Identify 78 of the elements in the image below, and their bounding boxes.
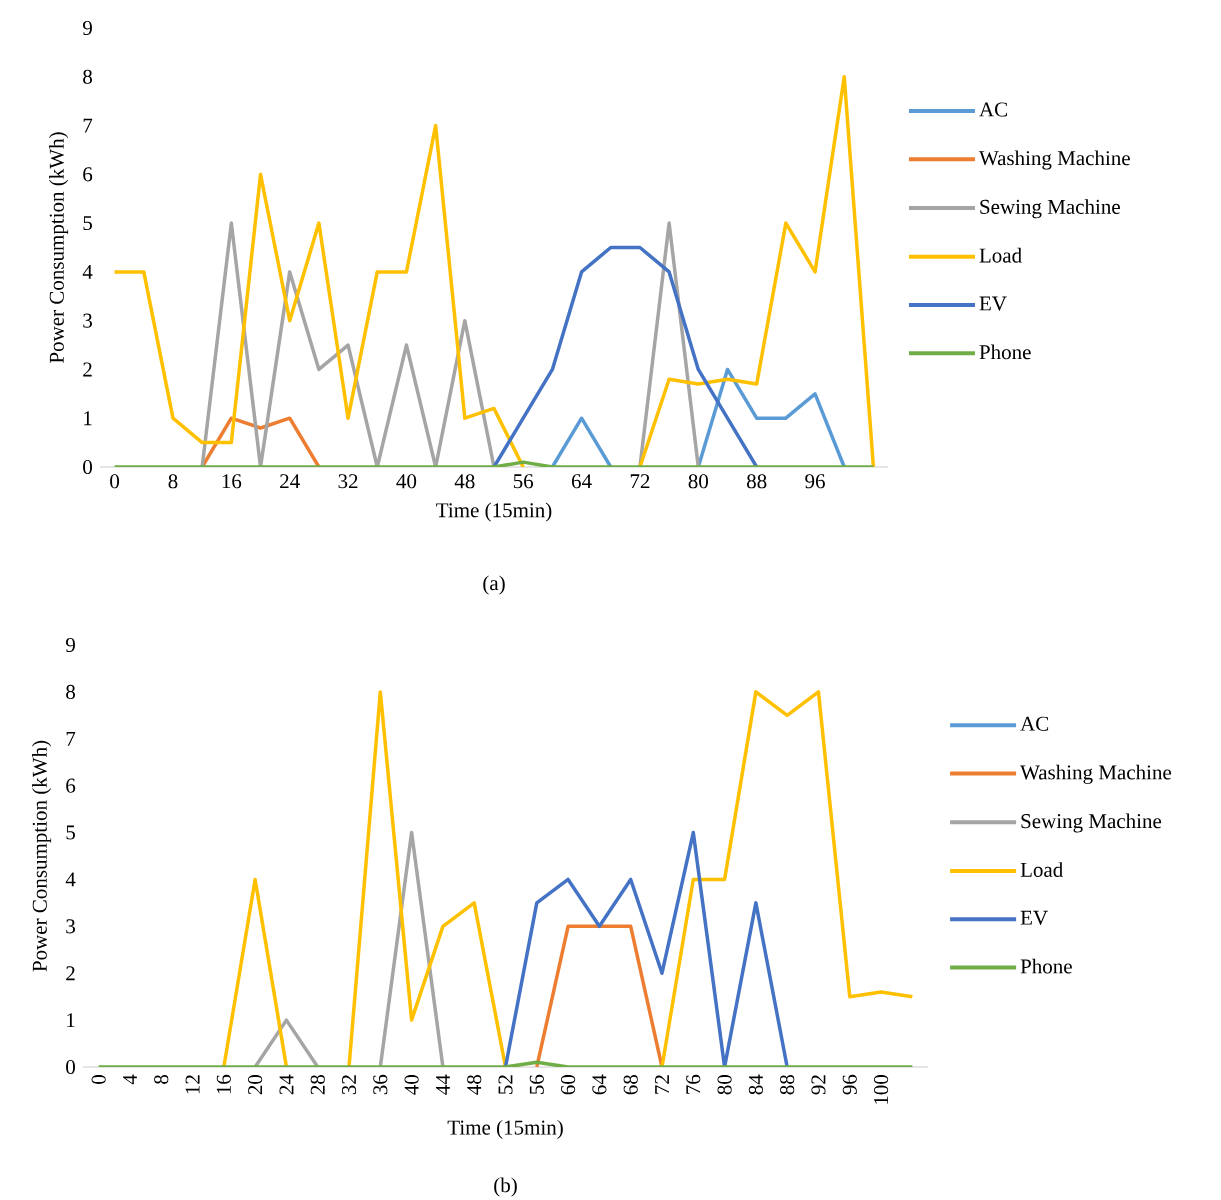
x-tick-label: 44 [435,1074,450,1095]
x-tick-label: 28 [310,1075,325,1095]
y-tick-label: 2 [66,966,75,981]
x-tick-label: 16 [216,1074,231,1094]
legend-label: Sewing Machine [1021,813,1162,833]
legend-label: Phone [979,344,1031,360]
legend-label: Load [979,247,1022,263]
x-tick-label: 40 [404,1075,419,1095]
y-tick-label: 4 [65,872,76,887]
x-tick-label: 16 [222,474,242,489]
legend-label: EV [1020,910,1048,925]
text: (a) [483,575,505,595]
legend-label: Load [1020,862,1063,877]
x-tick-label: 0 [91,1075,106,1084]
x-tick-label: 36 [373,1074,388,1095]
y-tick-label: 6 [66,778,76,793]
y-tick-label: 8 [66,684,75,699]
x-tick-label: 52 [498,1075,513,1094]
y-tick-label: 9 [65,637,75,653]
x-tick-label: 32 [341,1075,357,1095]
y-tick-label: 8 [83,69,93,84]
x-tick-label: 68 [623,1075,638,1095]
x-tick-label: 64 [571,474,592,489]
x-tick-label: 56 [529,1074,544,1094]
legend-label: AC [1020,716,1049,731]
text: (b) [494,1177,517,1197]
line-series [492,245,759,467]
x-tick-label: 24 [280,474,300,489]
x-tick-label: 84 [748,1074,763,1095]
x-tick-label: 80 [688,474,709,489]
y-tick-label: 5 [66,825,75,840]
x-tick-label: 12 [185,1075,200,1094]
x-axis-title: Time (15min) [436,502,552,522]
x-tick-label: 4 [123,1074,137,1085]
x-tick-label: 8 [168,474,178,489]
y-tick-label: 0 [83,459,93,475]
x-tick-label: 8 [154,1075,169,1084]
line-series [503,830,789,1067]
y-tick-label: 3 [66,919,75,934]
x-tick-label: 48 [467,1075,482,1095]
y-tick-label: 5 [83,216,92,231]
x-tick-label: 72 [655,1075,669,1094]
x-tick-label: 88 [780,1075,795,1095]
x-axis-title: Time (15min) [447,1119,563,1139]
y-tick-label: 1 [84,411,92,426]
x-tick-label: 92 [811,1075,826,1095]
x-tick-label: 40 [396,474,417,489]
x-tick-label: 100 [873,1075,889,1104]
legend-label: Sewing Machine [980,199,1120,219]
x-tick-label: 0 [110,474,120,489]
y-tick-label: 3 [83,313,92,328]
legend-label: Washing Machine [978,150,1130,170]
legend-label: Phone [1020,958,1072,974]
y-tick-label: 4 [82,264,93,279]
x-tick-label: 60 [561,1075,576,1095]
y-tick-label: 7 [66,731,76,746]
x-tick-label: 24 [279,1074,294,1095]
y-tick-label: 2 [83,362,92,377]
x-tick-label: 32 [338,474,358,489]
legend-label: Washing Machine [1020,764,1172,784]
y-tick-label: 9 [82,20,92,36]
x-tick-label: 76 [686,1074,701,1094]
y-axis-title: Power Consumption (kWh) [49,132,69,363]
x-tick-label: 96 [842,1074,857,1095]
x-tick-label: 80 [717,1075,732,1095]
y-tick-label: 6 [83,167,93,182]
x-tick-label: 56 [513,474,534,489]
x-tick-label: 96 [805,474,825,489]
x-tick-label: 20 [248,1075,263,1095]
legend-label: AC [979,102,1007,117]
x-tick-label: 88 [746,474,767,489]
x-tick-label: 64 [592,1074,607,1095]
x-tick-label: 48 [454,474,475,489]
y-axis-title: Power Consumption (kWh) [32,740,52,972]
legend-label: EV [979,296,1007,311]
y-tick-label: 7 [83,118,93,133]
x-tick-label: 72 [630,474,650,489]
y-tick-label: 1 [67,1013,75,1028]
